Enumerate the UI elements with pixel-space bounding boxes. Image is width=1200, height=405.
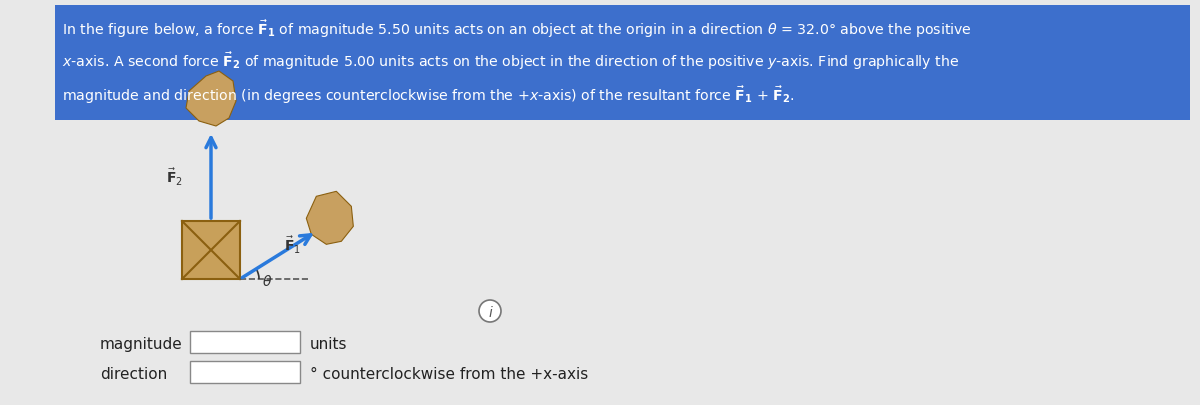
Polygon shape [306,192,353,245]
Text: units: units [310,337,348,352]
Text: magnitude: magnitude [100,337,182,352]
Text: $\vec{\mathbf{F}}_2$: $\vec{\mathbf{F}}_2$ [166,166,182,187]
Polygon shape [186,72,236,127]
Circle shape [479,300,502,322]
Bar [190,361,300,383]
Bar [182,222,240,279]
Bar [55,6,1190,121]
Text: $\theta$: $\theta$ [262,273,272,288]
Bar [190,331,300,353]
Text: In the figure below, a force $\mathbf{\vec{F}_1}$ of magnitude 5.50 units acts o: In the figure below, a force $\mathbf{\v… [62,18,972,39]
Text: i: i [488,305,492,319]
Text: ° counterclockwise from the +x-axis: ° counterclockwise from the +x-axis [310,367,588,382]
Text: magnitude and direction (in degrees counterclockwise from the +$x$-axis) of the : magnitude and direction (in degrees coun… [62,84,794,105]
Text: $x$-axis. A second force $\mathbf{\vec{F}_2}$ of magnitude 5.00 units acts on th: $x$-axis. A second force $\mathbf{\vec{F… [62,50,959,71]
Text: $\vec{\mathbf{F}}_1$: $\vec{\mathbf{F}}_1$ [284,234,301,255]
Text: direction: direction [100,367,167,382]
